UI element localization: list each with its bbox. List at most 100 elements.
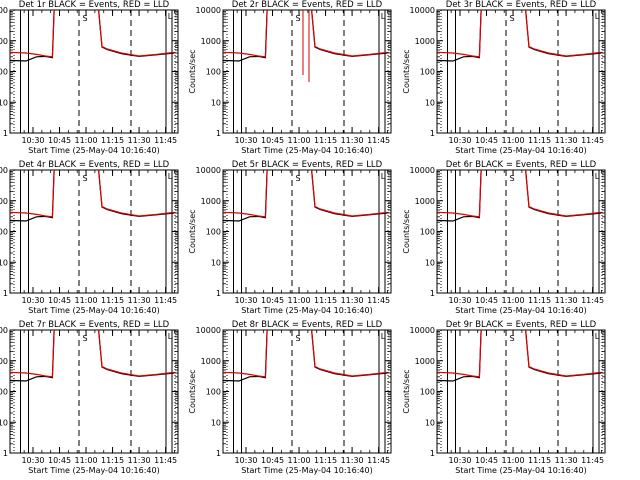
plot-frame <box>222 169 392 294</box>
annotation-l: L <box>381 332 386 341</box>
annotation-s: S <box>295 334 300 343</box>
annotation-l: L <box>595 172 600 181</box>
annotation-s: S <box>82 14 87 23</box>
annotation-l: L <box>381 172 386 181</box>
y-axis-label: Counts/sec <box>402 209 411 253</box>
y-tick-label: 1000 <box>415 37 435 46</box>
plot-frame <box>436 9 606 134</box>
y-tick-label: 10000 <box>410 6 435 15</box>
y-tick-label: 1 <box>430 129 435 138</box>
plot-area <box>437 10 603 133</box>
y-axis-label: Counts/sec <box>188 49 197 93</box>
x-axis-label: Start Time (25-May-04 10:16:40) <box>28 306 159 315</box>
y-tick-label: 100 <box>206 68 221 77</box>
panel-title: Det 2r BLACK = Events, RED = LLD <box>232 0 383 10</box>
x-tick-label: 11:00 <box>288 296 311 305</box>
panel-det-6: Det 6r BLACK = Events, RED = LLD 1 10 100 10… <box>402 160 606 315</box>
x-tick-label: 10:30 <box>21 456 44 465</box>
y-tick-label: 1 <box>216 449 221 458</box>
annotation-s: S <box>509 174 514 183</box>
annotation-s: S <box>509 14 514 23</box>
x-tick-label: 10:30 <box>448 296 471 305</box>
y-tick-label: 1 <box>216 289 221 298</box>
y-tick-label: 1000 <box>0 37 8 46</box>
events-series-line <box>437 10 602 62</box>
x-tick-label: 10:30 <box>234 136 257 145</box>
events-series-line <box>437 170 602 222</box>
events-series-line <box>10 10 175 62</box>
y-tick-label: 10000 <box>410 166 435 175</box>
lld-series-line <box>10 10 175 58</box>
plot-area <box>223 10 389 133</box>
y-tick-label: 10 <box>0 98 8 107</box>
x-tick-label: 10:30 <box>234 456 257 465</box>
x-tick-label: 11:00 <box>75 296 98 305</box>
events-series-line <box>437 330 602 382</box>
panel-title: Det 4r BLACK = Events, RED = LLD <box>19 160 170 170</box>
y-tick-label: 10 <box>211 258 221 267</box>
panel-det-3: Det 3r BLACK = Events, RED = LLD 1 10 100 10… <box>402 0 606 155</box>
y-axis-label: Counts/sec <box>188 209 197 253</box>
annotation-l: L <box>595 332 600 341</box>
y-tick-label: 10000 <box>196 6 221 15</box>
x-tick-label: 11:00 <box>288 456 311 465</box>
y-tick-label: 1000 <box>415 197 435 206</box>
x-tick-label: 11:45 <box>581 456 604 465</box>
y-tick-label: 1 <box>430 449 435 458</box>
x-tick-label: 11:30 <box>128 456 151 465</box>
annotation-l: L <box>381 12 386 21</box>
annotation-s: S <box>82 174 87 183</box>
panel-det-8: Det 8r BLACK = Events, RED = LLD 1 10 100 10… <box>188 320 392 475</box>
panel-det-4: Det 4r BLACK = Events, RED = LLD 1 10 100 10… <box>0 160 179 315</box>
x-tick-label: 11:45 <box>154 296 177 305</box>
plot-frame <box>436 329 606 454</box>
x-tick-label: 10:30 <box>448 136 471 145</box>
y-tick-label: 1000 <box>415 357 435 366</box>
x-tick-label: 10:45 <box>475 456 498 465</box>
x-axis-label: Start Time (25-May-04 10:16:40) <box>241 466 372 475</box>
panel-det-7: Det 7r BLACK = Events, RED = LLD 1 10 100 10… <box>0 320 179 475</box>
y-tick-label: 100 <box>206 388 221 397</box>
y-tick-label: 1 <box>430 289 435 298</box>
annotation-l: L <box>168 172 173 181</box>
lld-series-line <box>10 170 175 218</box>
plot-area <box>223 170 389 293</box>
x-tick-label: 11:15 <box>101 136 124 145</box>
y-tick-label: 10 <box>425 98 435 107</box>
y-tick-label: 100 <box>420 228 435 237</box>
x-tick-label: 11:15 <box>314 136 337 145</box>
y-tick-label: 100 <box>0 68 8 77</box>
x-tick-label: 11:30 <box>555 456 578 465</box>
x-tick-label: 11:30 <box>555 296 578 305</box>
annotation-s: S <box>295 174 300 183</box>
y-tick-label: 10000 <box>0 326 8 335</box>
y-tick-label: 1 <box>3 449 8 458</box>
panel-det-5: Det 5r BLACK = Events, RED = LLD 1 10 100 10… <box>188 160 392 315</box>
panel-title: Det 5r BLACK = Events, RED = LLD <box>232 160 383 170</box>
y-tick-label: 1000 <box>201 37 221 46</box>
events-series-line <box>223 10 388 62</box>
annotation-l: L <box>595 12 600 21</box>
plot-frame <box>222 329 392 454</box>
events-series-line <box>223 330 388 382</box>
x-tick-label: 11:45 <box>367 456 390 465</box>
annotation-l: L <box>168 12 173 21</box>
x-tick-label: 11:15 <box>101 456 124 465</box>
x-tick-label: 11:15 <box>528 456 551 465</box>
y-tick-label: 10000 <box>0 6 8 15</box>
x-tick-label: 11:15 <box>101 296 124 305</box>
y-tick-label: 10000 <box>196 326 221 335</box>
x-axis-label: Start Time (25-May-04 10:16:40) <box>455 146 586 155</box>
x-tick-label: 11:45 <box>154 456 177 465</box>
y-tick-label: 100 <box>420 388 435 397</box>
x-tick-label: 10:30 <box>21 136 44 145</box>
panel-det-9: Det 9r BLACK = Events, RED = LLD 1 10 100 10… <box>402 320 606 475</box>
lld-series-line <box>437 10 602 58</box>
panel-title: Det 6r BLACK = Events, RED = LLD <box>446 160 597 170</box>
y-tick-label: 1 <box>3 289 8 298</box>
lld-series-line <box>437 330 602 378</box>
x-tick-label: 11:45 <box>154 136 177 145</box>
panel-title: Det 3r BLACK = Events, RED = LLD <box>446 0 597 10</box>
panel-det-1: Det 1r BLACK = Events, RED = LLD 1 10 100 10… <box>0 0 179 155</box>
